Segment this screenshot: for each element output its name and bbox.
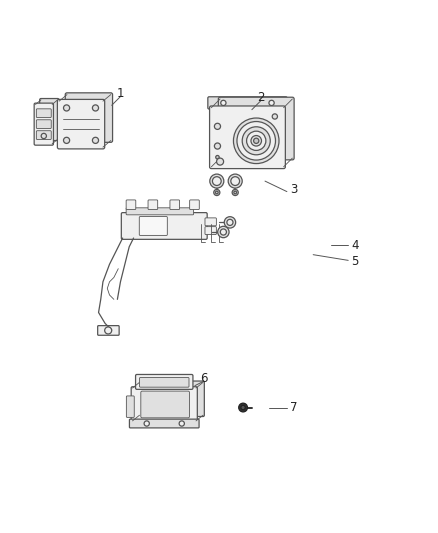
Circle shape	[214, 189, 220, 196]
FancyBboxPatch shape	[139, 216, 167, 236]
Circle shape	[234, 191, 237, 194]
Circle shape	[215, 191, 218, 194]
FancyBboxPatch shape	[131, 387, 197, 422]
FancyBboxPatch shape	[98, 326, 119, 335]
FancyBboxPatch shape	[36, 109, 51, 118]
Circle shape	[231, 177, 240, 185]
FancyBboxPatch shape	[138, 381, 204, 416]
Circle shape	[228, 174, 242, 188]
Circle shape	[214, 143, 220, 149]
Circle shape	[241, 405, 245, 410]
Circle shape	[247, 131, 266, 150]
FancyBboxPatch shape	[40, 99, 59, 141]
FancyBboxPatch shape	[126, 208, 194, 215]
FancyBboxPatch shape	[65, 93, 113, 142]
Circle shape	[214, 123, 220, 130]
FancyBboxPatch shape	[34, 103, 53, 145]
FancyBboxPatch shape	[36, 120, 51, 128]
FancyBboxPatch shape	[218, 97, 294, 160]
Circle shape	[179, 421, 184, 426]
Circle shape	[144, 421, 149, 426]
FancyBboxPatch shape	[136, 375, 193, 390]
Circle shape	[210, 174, 224, 188]
Circle shape	[233, 118, 279, 164]
Circle shape	[216, 158, 223, 165]
Circle shape	[92, 105, 99, 111]
Circle shape	[272, 114, 277, 119]
FancyBboxPatch shape	[139, 377, 189, 387]
FancyBboxPatch shape	[121, 213, 207, 239]
Circle shape	[224, 217, 236, 228]
Text: 7: 7	[290, 401, 297, 414]
FancyBboxPatch shape	[170, 200, 180, 209]
Circle shape	[212, 177, 221, 185]
Text: 3: 3	[290, 183, 297, 196]
Circle shape	[92, 138, 99, 143]
Text: 6: 6	[200, 372, 208, 385]
Circle shape	[232, 189, 238, 196]
Circle shape	[41, 133, 46, 139]
Circle shape	[227, 219, 233, 225]
Circle shape	[215, 156, 219, 159]
FancyBboxPatch shape	[126, 200, 136, 209]
Circle shape	[254, 138, 259, 143]
FancyBboxPatch shape	[57, 99, 105, 149]
FancyBboxPatch shape	[148, 200, 158, 209]
Circle shape	[269, 100, 274, 106]
FancyBboxPatch shape	[141, 391, 189, 418]
Circle shape	[218, 227, 229, 238]
FancyBboxPatch shape	[130, 419, 199, 428]
FancyBboxPatch shape	[126, 396, 134, 417]
FancyBboxPatch shape	[190, 200, 199, 209]
Circle shape	[221, 100, 226, 106]
Text: 2: 2	[257, 91, 265, 104]
Circle shape	[220, 229, 226, 235]
Circle shape	[105, 327, 112, 334]
Text: 5: 5	[351, 255, 358, 268]
Circle shape	[251, 135, 261, 146]
FancyBboxPatch shape	[205, 218, 216, 226]
FancyBboxPatch shape	[208, 97, 287, 109]
FancyBboxPatch shape	[36, 131, 51, 140]
Circle shape	[237, 122, 276, 160]
FancyBboxPatch shape	[205, 227, 216, 235]
FancyBboxPatch shape	[209, 106, 285, 168]
Text: 1: 1	[117, 87, 124, 100]
Circle shape	[242, 127, 270, 155]
Circle shape	[64, 105, 70, 111]
Circle shape	[239, 403, 247, 412]
Circle shape	[64, 138, 70, 143]
Text: 4: 4	[351, 239, 359, 252]
Circle shape	[250, 158, 254, 163]
